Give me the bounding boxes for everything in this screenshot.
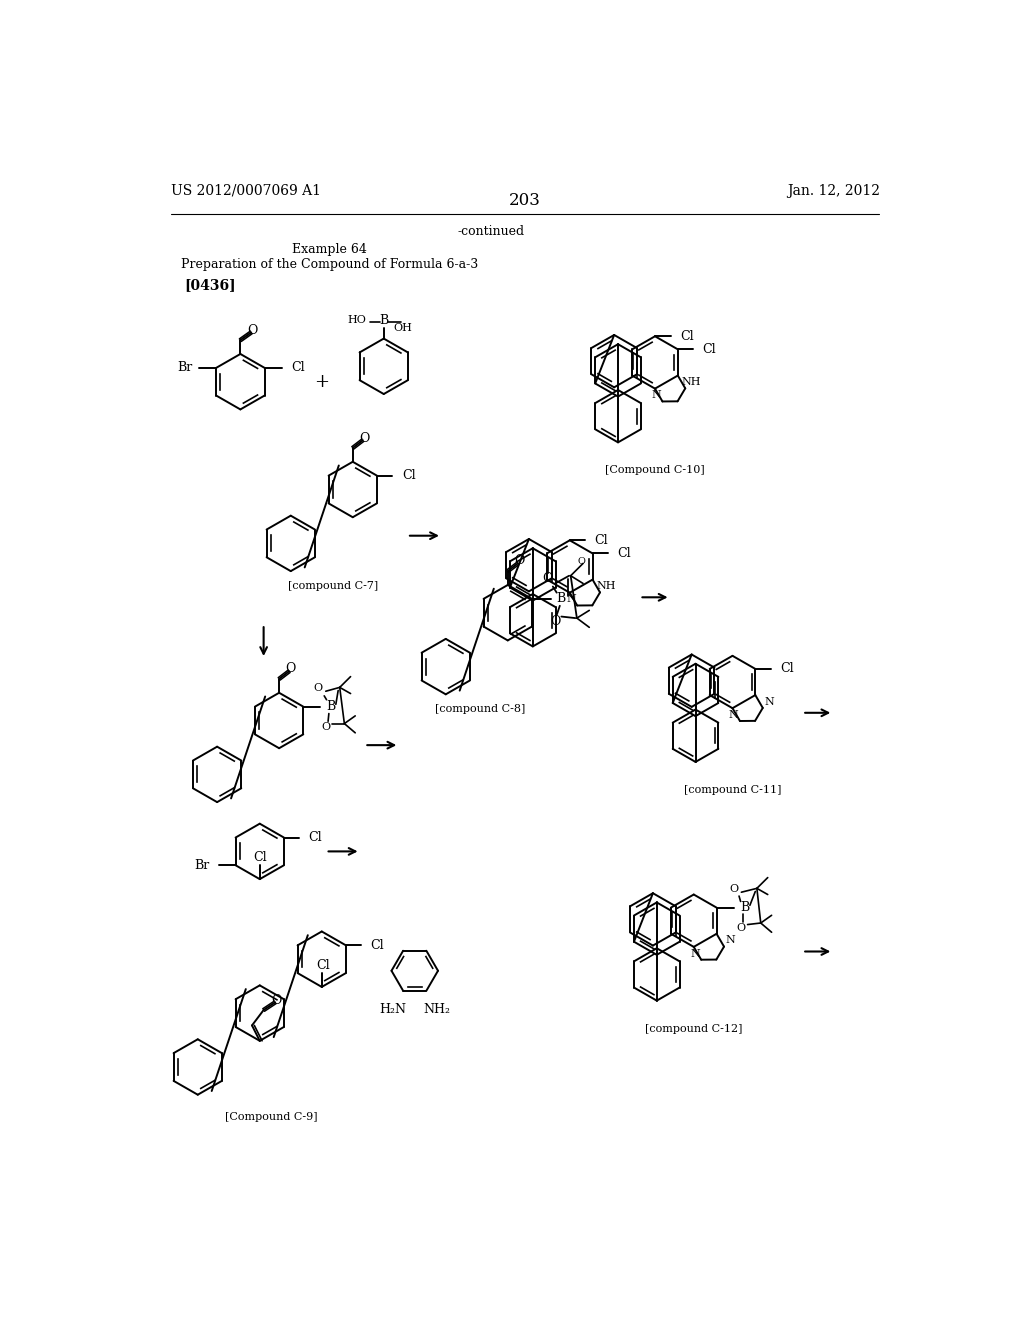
Text: 203: 203	[509, 193, 541, 210]
Text: N: N	[690, 949, 699, 958]
Text: -continued: -continued	[458, 224, 524, 238]
Text: [Compound C-9]: [Compound C-9]	[225, 1111, 317, 1122]
Text: NH: NH	[682, 378, 701, 387]
Text: HO: HO	[348, 315, 367, 325]
Text: [compound C-7]: [compound C-7]	[288, 581, 379, 591]
Text: [compound C-11]: [compound C-11]	[684, 785, 781, 795]
Text: Br: Br	[194, 859, 209, 871]
Text: O: O	[248, 325, 258, 338]
Text: N: N	[764, 697, 774, 706]
Text: N: N	[725, 936, 735, 945]
Text: O: O	[550, 615, 560, 628]
Text: Cl: Cl	[308, 832, 323, 843]
Text: Cl: Cl	[316, 958, 330, 972]
Text: O: O	[729, 884, 738, 894]
Text: O: O	[514, 554, 524, 566]
Text: Br: Br	[178, 362, 193, 375]
Text: US 2012/0007069 A1: US 2012/0007069 A1	[171, 183, 321, 198]
Text: O: O	[543, 573, 553, 585]
Text: O: O	[286, 661, 296, 675]
Text: Cl: Cl	[595, 533, 608, 546]
Text: B: B	[379, 314, 388, 326]
Text: Cl: Cl	[402, 469, 416, 482]
Text: B: B	[557, 593, 566, 606]
Text: [compound C-8]: [compound C-8]	[435, 704, 525, 714]
Text: Cl: Cl	[617, 546, 631, 560]
Text: B: B	[740, 902, 750, 915]
Text: O: O	[737, 923, 745, 933]
Text: N: N	[651, 391, 662, 400]
Text: Jan. 12, 2012: Jan. 12, 2012	[786, 183, 880, 198]
Text: H₂N: H₂N	[380, 1003, 407, 1016]
Text: N: N	[729, 710, 738, 719]
Text: Cl: Cl	[680, 330, 693, 343]
Text: O: O	[271, 994, 282, 1007]
Text: [Compound C-10]: [Compound C-10]	[605, 465, 705, 475]
Text: Cl: Cl	[292, 362, 305, 375]
Text: N: N	[566, 594, 575, 605]
Text: OH: OH	[393, 323, 412, 333]
Text: [compound C-12]: [compound C-12]	[645, 1023, 742, 1034]
Text: O: O	[359, 432, 370, 445]
Text: Cl: Cl	[371, 939, 384, 952]
Text: Example 64: Example 64	[292, 243, 367, 256]
Text: Cl: Cl	[253, 851, 266, 865]
Text: O: O	[578, 557, 586, 566]
Text: NH₂: NH₂	[423, 1003, 450, 1016]
Text: B: B	[326, 700, 335, 713]
Text: [0436]: [0436]	[183, 279, 236, 293]
Text: Cl: Cl	[702, 343, 716, 356]
Text: Cl: Cl	[780, 663, 794, 676]
Text: NH: NH	[596, 581, 616, 591]
Text: +: +	[314, 372, 330, 391]
Text: Preparation of the Compound of Formula 6-a-3: Preparation of the Compound of Formula 6…	[181, 259, 478, 271]
Text: O: O	[322, 722, 331, 731]
Text: O: O	[313, 684, 323, 693]
